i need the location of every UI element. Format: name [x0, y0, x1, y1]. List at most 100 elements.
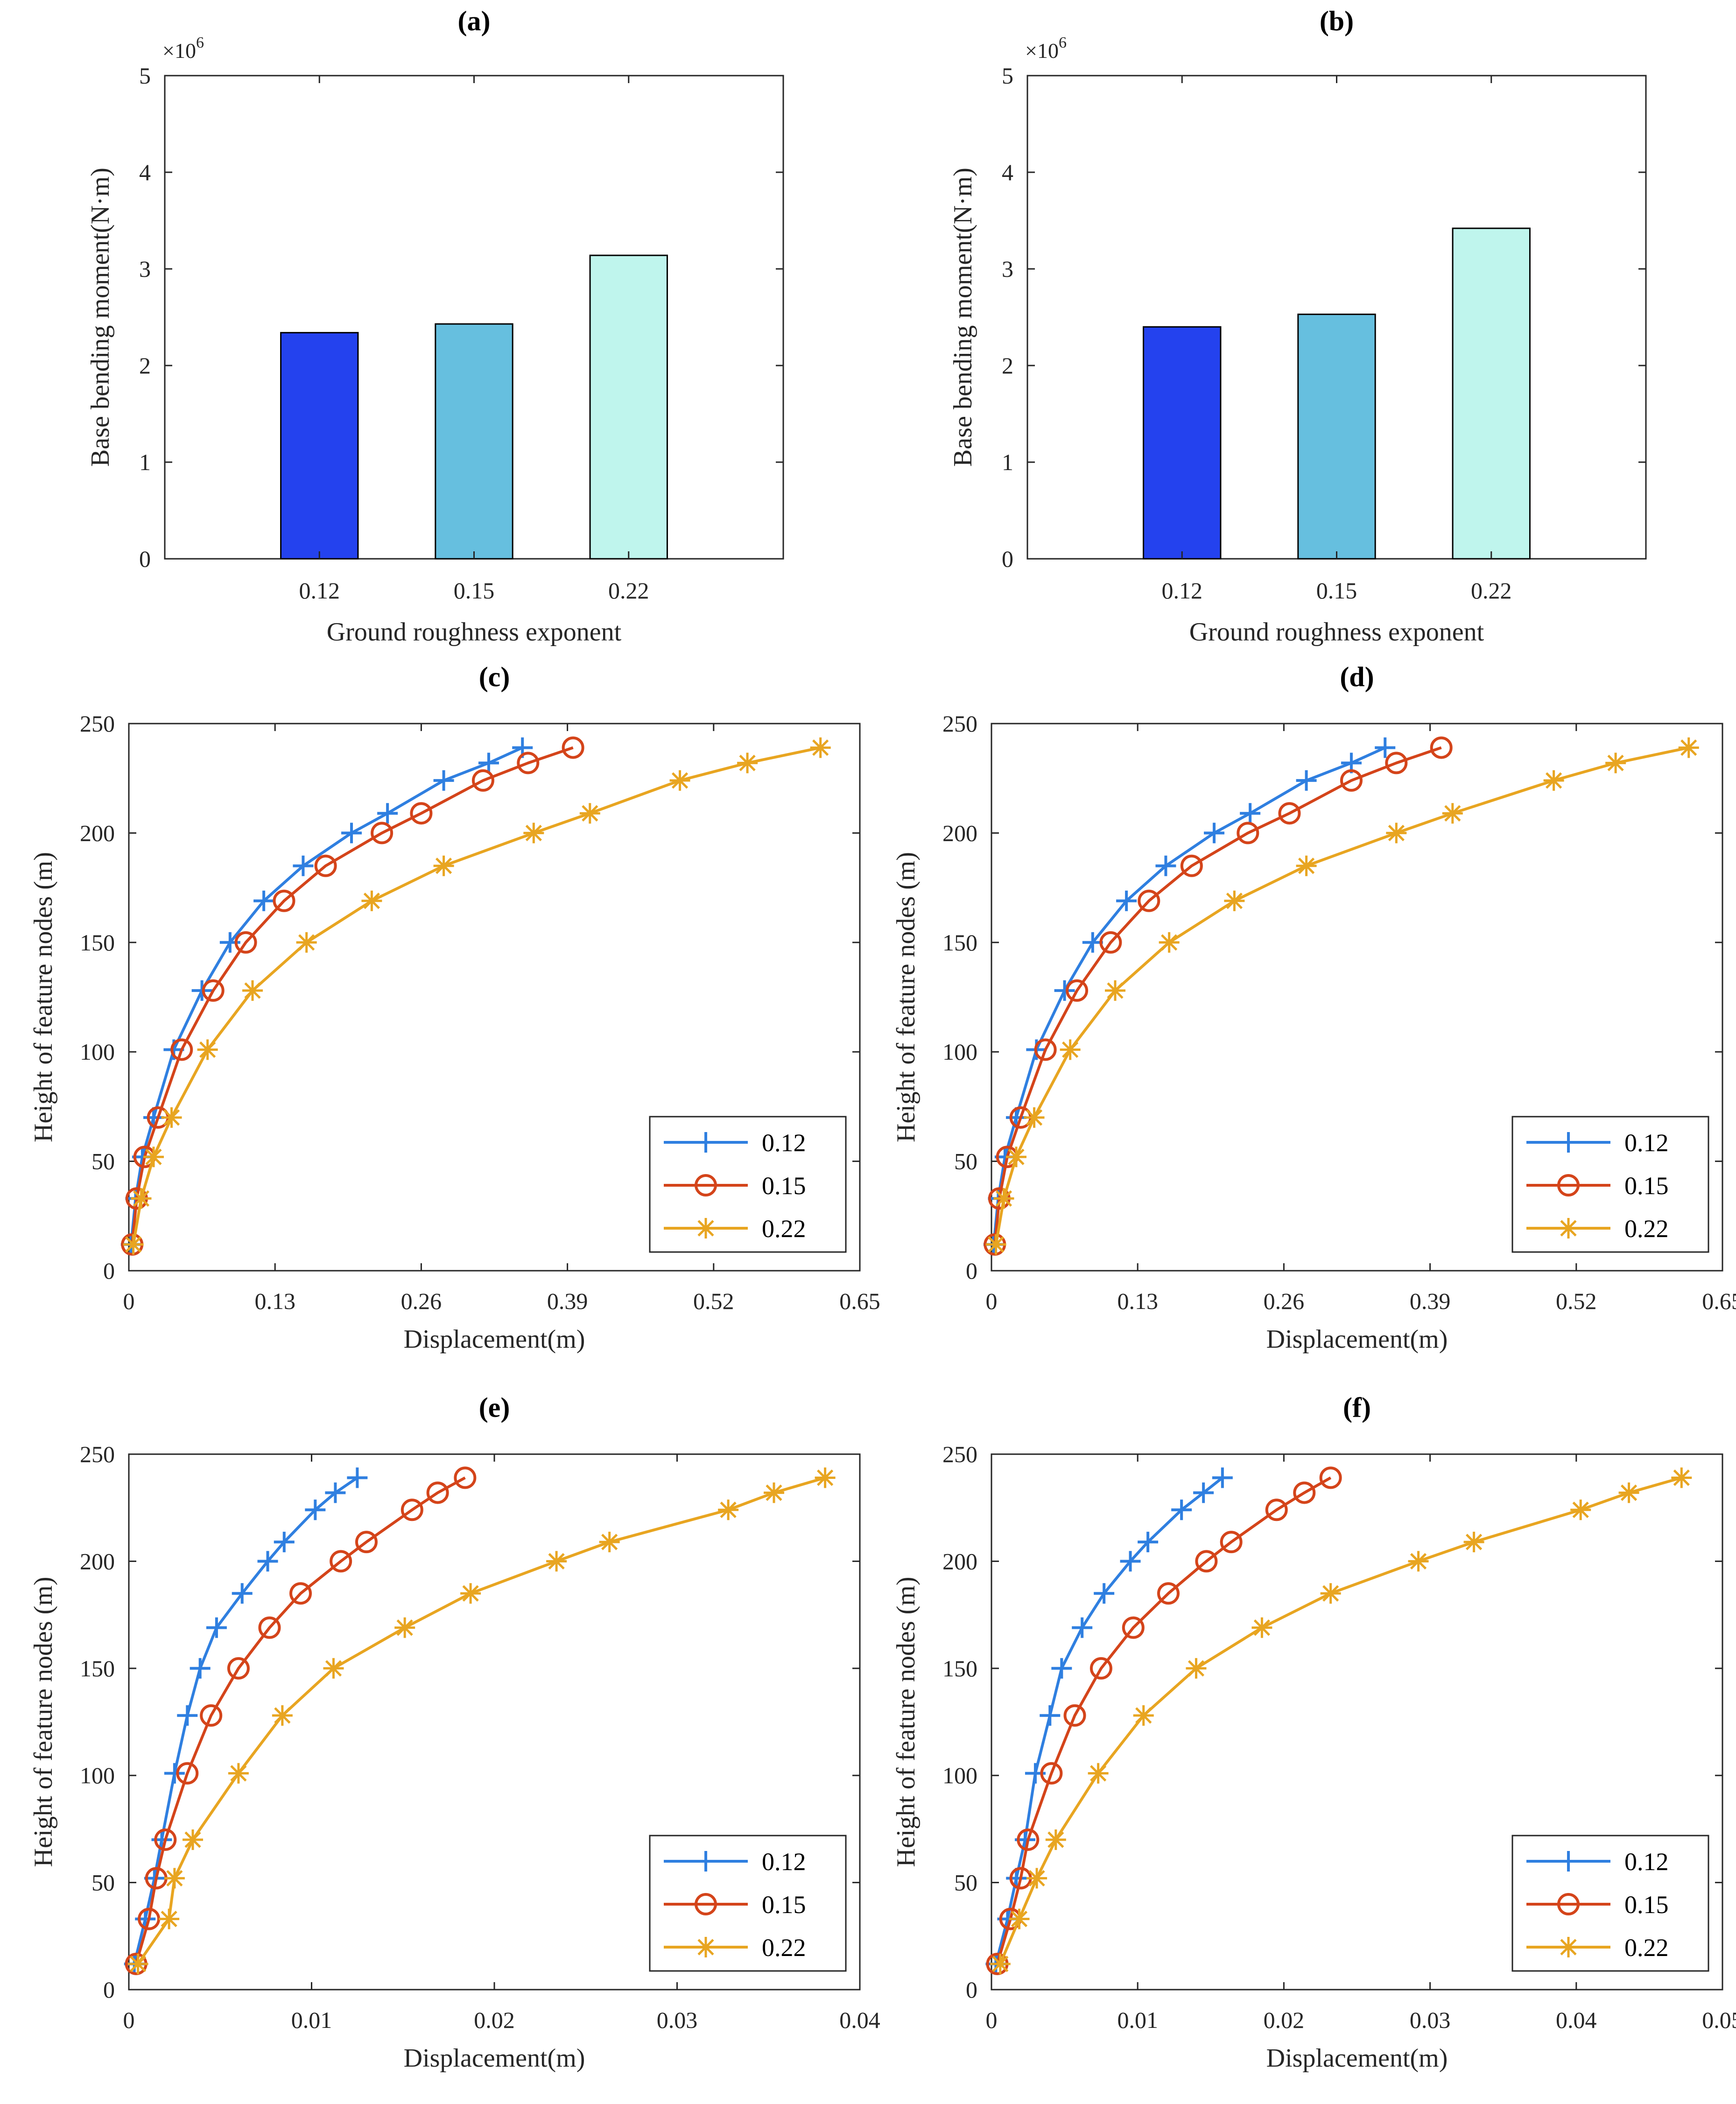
multiplier-base: ×10 — [162, 39, 196, 63]
y-tick-label: 150 — [80, 929, 115, 956]
data-point — [228, 1763, 249, 1784]
data-point — [1430, 736, 1453, 759]
data-point — [1320, 1583, 1341, 1604]
x-tick-label: 0 — [123, 2007, 135, 2033]
series-line — [129, 746, 523, 1245]
data-point — [325, 1482, 346, 1503]
data-point — [1026, 1868, 1047, 1889]
data-point — [1024, 1107, 1045, 1128]
y-tick-label: 0 — [103, 1977, 115, 2003]
data-point — [1099, 931, 1122, 954]
legend: 0.12 0.15 0.22 — [649, 1116, 847, 1253]
legend: 0.12 0.15 0.22 — [1511, 1835, 1709, 1972]
data-point — [1278, 802, 1301, 825]
data-point — [197, 1039, 218, 1060]
y-tick-label: 100 — [942, 1762, 977, 1788]
data-point — [454, 1466, 477, 1489]
series-0.22 — [127, 1467, 836, 1974]
data-point — [159, 1908, 180, 1929]
x-tick-label: 0.05 — [1702, 2007, 1736, 2033]
data-point — [242, 980, 263, 1001]
x-tick-label: 0.39 — [1410, 1288, 1451, 1314]
data-point — [191, 980, 212, 1001]
data-point — [579, 803, 600, 824]
chart-a: (a) 0 1 2 3 4 5 Base bending moment(N·m) Ground … — [86, 6, 784, 647]
multiplier-base: ×10 — [1025, 39, 1059, 63]
data-point — [546, 1551, 567, 1572]
data-point — [1006, 1868, 1027, 1889]
legend-label: 0.22 — [1624, 1934, 1669, 1962]
data-point — [517, 752, 540, 774]
data-point — [1157, 1582, 1180, 1605]
data-point — [341, 823, 362, 844]
data-point — [1133, 1705, 1154, 1726]
data-point — [1138, 889, 1160, 912]
y-tick-label: 100 — [942, 1039, 977, 1065]
data-point — [815, 1467, 836, 1488]
series-0.22 — [985, 737, 1699, 1255]
data-point — [1054, 980, 1075, 1001]
y-axis-label: Height of feature nodes (m) — [892, 1577, 921, 1867]
x-tick-label: 0.01 — [1117, 2007, 1158, 2033]
data-point — [234, 931, 257, 954]
data-point — [164, 1868, 185, 1889]
data-point — [1006, 1107, 1026, 1128]
y-tick-label: 4 — [1002, 159, 1013, 185]
legend-label: 0.15 — [762, 1172, 806, 1200]
x-tick-label: 0.03 — [1410, 2007, 1451, 2033]
data-point — [1296, 770, 1317, 791]
data-point — [1006, 1147, 1026, 1168]
x-tick-label: 0.04 — [1556, 2007, 1597, 2033]
y-axis-label: Base bending moment(N·m) — [86, 168, 115, 467]
data-point — [138, 1907, 161, 1930]
legend-label: 0.22 — [762, 1934, 806, 1962]
y-tick-label: 4 — [139, 159, 151, 185]
panel-title: (d) — [1340, 661, 1374, 692]
data-point — [1240, 803, 1261, 824]
data-point — [1442, 803, 1463, 824]
y-tick-label: 150 — [942, 929, 977, 956]
data-point — [161, 1107, 182, 1128]
y-axis-label: Height of feature nodes (m) — [892, 852, 921, 1142]
data-point — [377, 803, 398, 824]
data-point — [296, 932, 317, 953]
data-point — [763, 1482, 784, 1503]
data-point — [206, 1617, 227, 1638]
bar-0.12 — [280, 332, 359, 560]
data-point — [1159, 932, 1180, 953]
series-0.15 — [986, 1466, 1342, 1975]
axis-multiplier: ×106 — [162, 34, 204, 63]
legend: 0.12 0.15 0.22 — [1511, 1116, 1709, 1253]
panel-title: (f) — [1343, 1392, 1371, 1423]
legend-label: 0.22 — [762, 1215, 806, 1243]
data-point — [1072, 1617, 1093, 1638]
chart-f: (f) 0 50 100 150 200 250 Height of feature node… — [892, 1392, 1736, 2073]
data-point — [1237, 822, 1259, 844]
data-point — [289, 1582, 312, 1605]
data-point — [1570, 1499, 1591, 1520]
data-point — [1045, 1829, 1066, 1850]
legend-label: 0.15 — [1624, 1891, 1669, 1919]
data-point — [737, 753, 758, 774]
y-tick-label: 5 — [1002, 63, 1013, 89]
x-axis-label: Ground roughness exponent — [327, 618, 622, 647]
data-point — [190, 1658, 211, 1679]
x-tick-label: 0.13 — [1117, 1288, 1158, 1314]
y-tick-label: 100 — [80, 1039, 115, 1065]
data-point — [1094, 1583, 1115, 1604]
data-point — [433, 855, 454, 876]
data-point — [433, 770, 454, 791]
data-point — [1375, 737, 1396, 758]
data-point — [1618, 1482, 1639, 1503]
series-line — [994, 746, 1689, 1245]
panel-title: (a) — [458, 6, 491, 36]
panel-title: (e) — [479, 1392, 510, 1423]
x-tick-label: 0.12 — [1162, 577, 1203, 604]
x-tick-label: 0.02 — [1264, 2007, 1305, 2033]
data-point — [1463, 1532, 1484, 1553]
data-point — [460, 1583, 481, 1604]
x-tick-label: 0.65 — [1702, 1288, 1736, 1314]
series-line — [999, 1476, 1682, 1965]
y-tick-label: 2 — [139, 352, 151, 379]
data-point — [143, 1147, 164, 1168]
